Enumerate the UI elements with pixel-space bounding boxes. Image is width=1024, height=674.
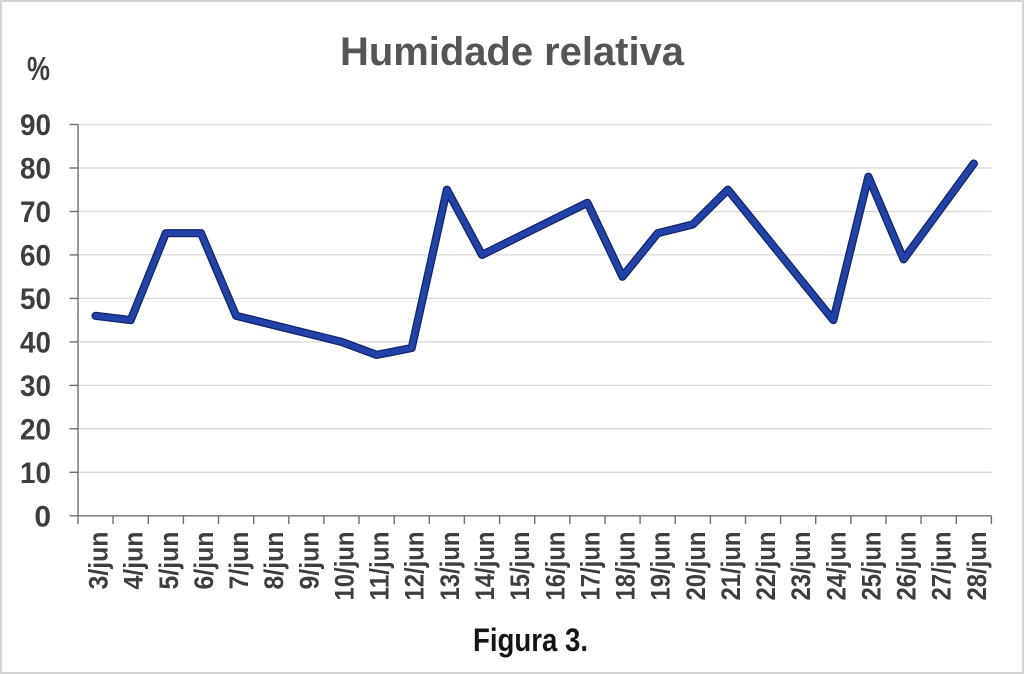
svg-text:8/jun: 8/jun	[259, 532, 289, 590]
svg-text:60: 60	[20, 240, 51, 273]
svg-text:80: 80	[20, 153, 51, 186]
svg-text:30: 30	[20, 370, 51, 403]
svg-text:21/jun: 21/jun	[716, 532, 746, 601]
svg-text:5/jun: 5/jun	[154, 532, 184, 590]
svg-text:11/jun: 11/jun	[365, 532, 395, 601]
svg-text:12/jun: 12/jun	[400, 532, 430, 601]
svg-text:15/jun: 15/jun	[505, 532, 535, 601]
svg-text:4/jun: 4/jun	[119, 532, 149, 590]
svg-text:27/jun: 27/jun	[927, 532, 957, 601]
svg-text:10/jun: 10/jun	[330, 532, 360, 601]
svg-text:50: 50	[20, 283, 51, 316]
svg-text:10: 10	[20, 457, 51, 490]
svg-text:17/jun: 17/jun	[575, 532, 605, 601]
svg-text:20/jun: 20/jun	[681, 532, 711, 601]
svg-text:70: 70	[20, 196, 51, 229]
svg-text:18/jun: 18/jun	[611, 532, 641, 601]
svg-text:0: 0	[34, 501, 51, 534]
svg-text:28/jun: 28/jun	[962, 532, 992, 601]
svg-text:16/jun: 16/jun	[540, 532, 570, 601]
svg-text:%: %	[27, 50, 50, 87]
svg-text:7/jun: 7/jun	[224, 532, 254, 590]
svg-text:24/jun: 24/jun	[821, 532, 851, 601]
svg-text:23/jun: 23/jun	[786, 532, 816, 601]
svg-text:14/jun: 14/jun	[470, 532, 500, 601]
svg-text:Humidade relativa: Humidade relativa	[340, 30, 685, 74]
svg-text:19/jun: 19/jun	[646, 532, 676, 601]
svg-text:6/jun: 6/jun	[189, 532, 219, 590]
svg-text:40: 40	[20, 327, 51, 360]
svg-text:13/jun: 13/jun	[435, 532, 465, 601]
svg-text:26/jun: 26/jun	[892, 532, 922, 601]
svg-text:9/jun: 9/jun	[294, 532, 324, 590]
svg-text:25/jun: 25/jun	[856, 532, 886, 601]
svg-text:3/jun: 3/jun	[84, 532, 114, 590]
svg-text:Figura 3.: Figura 3.	[473, 622, 588, 658]
svg-text:20: 20	[20, 414, 51, 447]
svg-text:90: 90	[20, 109, 51, 142]
svg-text:22/jun: 22/jun	[751, 532, 781, 601]
